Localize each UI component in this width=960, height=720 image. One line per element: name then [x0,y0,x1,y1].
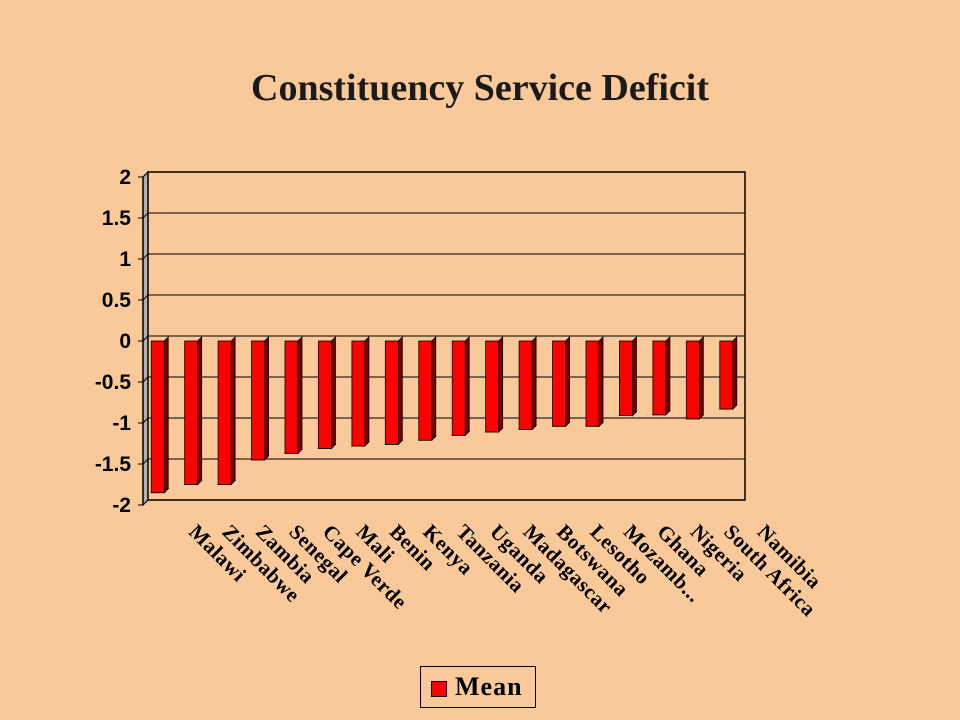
y-tick-label: 0.5 [102,289,132,312]
bar-front [585,340,600,427]
bar-front [418,340,433,441]
bar-front [652,340,667,416]
bar-front [217,340,232,485]
bar-side [464,336,470,437]
bar [183,336,203,486]
y-tick-label: 1 [119,248,131,271]
legend-swatch [431,681,447,697]
gridline-depth [142,458,149,465]
gridline-depth [142,171,149,178]
bar-side [665,336,671,416]
y-tick-label: -2 [112,494,131,517]
gridline-depth [142,253,149,260]
bar-side [163,336,169,494]
bar [585,336,604,428]
bar-side [397,336,403,446]
bar [384,336,404,446]
y-tick-label: -0.5 [95,371,132,394]
bar-front [150,340,165,494]
bar-front [451,340,466,436]
bar-side [230,336,236,486]
bar-front [518,340,533,430]
y-axis-ticks: 2 1.5 1 0.5 0 -0.5 -1 -1.5 -2 [95,166,143,517]
bar-front [719,340,734,410]
y-tick-label: 0 [119,330,131,353]
bar [718,336,738,411]
bar-side [632,336,637,417]
gridline-depth [142,376,149,383]
bar [451,336,471,437]
bar-side [431,336,437,442]
bar [217,336,237,486]
gridline-depth [142,212,149,219]
bar-side [331,336,336,450]
bar-side [698,336,704,420]
bar [518,336,538,431]
bar [618,336,638,417]
y-tick-label: 2 [119,166,131,189]
y-tick-label: -1 [112,412,131,435]
chart-title: Constituency Service Deficit [251,67,709,109]
bar-front [619,340,633,417]
bar-side [297,336,303,455]
bar [685,336,705,420]
gridline-depth [142,335,149,342]
bar [651,336,671,416]
bar [350,336,370,447]
bar-front [552,340,566,427]
bar-side [364,336,370,447]
bars [150,336,738,494]
bar-side [598,336,604,428]
bar-side [565,336,570,428]
bar-side [264,336,269,461]
bar [551,336,571,428]
y-tick-label: -1.5 [95,453,132,476]
bar-front [384,340,399,445]
bar [317,336,337,450]
gridline-depth [142,294,149,301]
bar-side [531,336,537,431]
bar [250,336,270,461]
gridline-depth [142,499,149,506]
bar [417,336,437,442]
bar-side [732,336,738,411]
bar [284,336,303,455]
bar-front [351,340,366,447]
bar-front [184,340,199,485]
bar-front [485,340,500,433]
legend: Mean [420,666,536,708]
y-tick-label: 1.5 [102,207,132,230]
gridlines [142,171,745,506]
legend-label: Mean [455,672,523,701]
bar-front [318,340,332,449]
bar [484,336,504,433]
bar-side [197,336,203,486]
gridline-depth [142,417,149,424]
bar [150,336,170,494]
bar-front [685,340,700,420]
bar-front [251,340,265,461]
bar-front [284,340,299,454]
bar-side [498,336,504,433]
